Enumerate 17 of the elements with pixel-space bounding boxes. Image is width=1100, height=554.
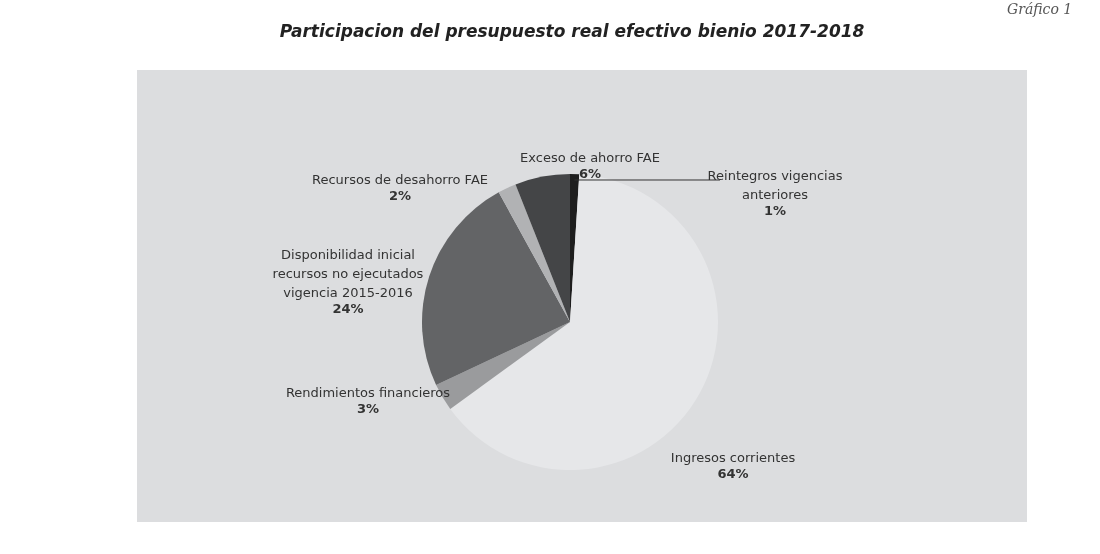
slice-label: Rendimientos financieros: [285, 385, 451, 400]
data-label: 2%: [388, 188, 412, 203]
pie-slice: [515, 174, 570, 322]
data-label: 64%: [717, 466, 749, 481]
slice-label: Recursos de desahorro FAE: [311, 172, 489, 187]
text: Gráfico 1: [1007, 1, 1073, 17]
chart-title: Participacion del presupuesto real efectivo bienio 2017-2018: [279, 21, 865, 41]
data-label: 3%: [356, 401, 380, 416]
slice-label: Exceso de ahorro FAE: [520, 150, 660, 165]
slice-label: Ingresos corrientes: [670, 450, 796, 465]
pie-slice: [422, 192, 570, 386]
pie-slice: [498, 184, 570, 322]
data-label: 6%: [578, 166, 602, 181]
data-label: 1%: [763, 203, 787, 218]
slice-label: Disponibilidad inicial recursos no ejecutados vigencia 2015-2016: [272, 247, 424, 300]
data-label: 24%: [332, 301, 364, 316]
slice-label: Reintegros vigencias anteriores: [707, 168, 843, 202]
